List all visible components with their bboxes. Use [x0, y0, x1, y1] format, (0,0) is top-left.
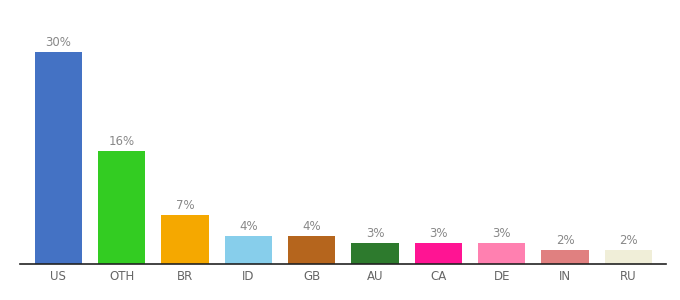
Bar: [605, 250, 652, 264]
Bar: [161, 214, 209, 264]
Text: 2%: 2%: [619, 234, 638, 247]
Bar: [352, 243, 398, 264]
Text: 3%: 3%: [429, 227, 447, 240]
Bar: [541, 250, 589, 264]
Bar: [415, 243, 462, 264]
Bar: [224, 236, 272, 264]
Text: 4%: 4%: [239, 220, 258, 233]
Text: 7%: 7%: [175, 199, 194, 212]
Bar: [98, 151, 146, 264]
Bar: [478, 243, 526, 264]
Text: 3%: 3%: [366, 227, 384, 240]
Text: 4%: 4%: [303, 220, 321, 233]
Bar: [35, 52, 82, 264]
Bar: [288, 236, 335, 264]
Text: 3%: 3%: [492, 227, 511, 240]
Text: 16%: 16%: [109, 135, 135, 148]
Text: 2%: 2%: [556, 234, 575, 247]
Text: 30%: 30%: [46, 36, 71, 50]
